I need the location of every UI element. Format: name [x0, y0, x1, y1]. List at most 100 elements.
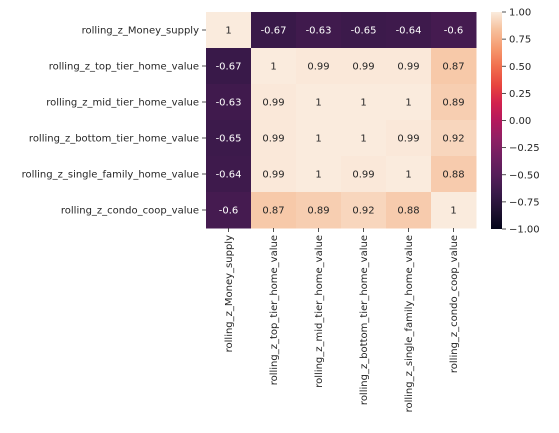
- cell-annotation: 1: [405, 98, 411, 109]
- heatmap-cell: [296, 192, 342, 229]
- cell-annotation: 1: [315, 98, 321, 109]
- cell-annotation: 1: [270, 62, 276, 73]
- row-label: rolling_z_mid_tier_home_value: [46, 98, 199, 109]
- heatmap-cell: [386, 84, 432, 121]
- heatmap-cell: [431, 48, 477, 85]
- cell-annotation: 1: [360, 98, 366, 109]
- cell-annotation: 1: [405, 170, 411, 181]
- cell-annotation: 0.99: [397, 62, 419, 73]
- heatmap-cell: [251, 192, 297, 229]
- row-label: rolling_z_single_family_home_value: [22, 170, 199, 181]
- column-label: rolling_z_single_family_home_value: [404, 235, 415, 412]
- heatmap-cell: [206, 192, 252, 229]
- cell-annotation: 0.88: [442, 170, 464, 181]
- cell-annotation: 0.89: [442, 98, 464, 109]
- heatmap-cell: [431, 120, 477, 157]
- cell-annotation: 0.87: [442, 62, 464, 73]
- cell-annotation: 0.99: [397, 134, 419, 145]
- colorbar-tick-label: 0.50: [509, 62, 531, 73]
- colorbar-gradient: [491, 12, 502, 229]
- column-label: rolling_z_mid_tier_home_value: [314, 235, 325, 388]
- cell-annotation: 1: [315, 170, 321, 181]
- cell-annotation: -0.6: [219, 206, 239, 217]
- cell-annotation: -0.6: [444, 26, 464, 37]
- heatmap-cell: [386, 12, 432, 49]
- heatmap-cell: [341, 84, 387, 121]
- column-label: rolling_z_bottom_tier_home_value: [359, 235, 370, 405]
- cell-annotation: 0.99: [262, 98, 284, 109]
- heatmap-cell: [206, 120, 252, 157]
- cell-annotation: -0.63: [216, 98, 242, 109]
- heatmap-cell: [206, 12, 252, 49]
- cell-annotation: 0.87: [262, 206, 284, 217]
- row-label: rolling_z_Money_supply: [82, 26, 199, 37]
- cell-annotation: -0.67: [261, 26, 287, 37]
- colorbar-tick-label: −0.75: [509, 197, 540, 208]
- heatmap-cell: [341, 192, 387, 229]
- row-label: rolling_z_bottom_tier_home_value: [29, 134, 199, 145]
- cell-annotation: 0.92: [352, 206, 374, 217]
- heatmap-cell: [341, 120, 387, 157]
- cell-annotation: 0.99: [352, 62, 374, 73]
- column-label: rolling_z_Money_supply: [224, 235, 235, 352]
- heatmap-cell: [251, 84, 297, 121]
- cell-annotation: 0.99: [352, 170, 374, 181]
- heatmap-cell: [386, 120, 432, 157]
- heatmap-cell: [296, 84, 342, 121]
- heatmap-cell: [386, 156, 432, 193]
- row-labels: rolling_z_Money_supply rolling_z_top_tier…: [22, 26, 206, 217]
- cell-annotation: -0.63: [306, 26, 332, 37]
- heatmap-cell: [431, 156, 477, 193]
- cell-annotation: -0.64: [396, 26, 422, 37]
- cell-annotation: -0.64: [216, 170, 242, 181]
- row-label: rolling_z_condo_coop_value: [61, 206, 199, 217]
- heatmap-cell: [341, 156, 387, 193]
- heatmap-cell: [296, 48, 342, 85]
- cell-annotation: 1: [360, 134, 366, 145]
- heatmap-cell: [251, 156, 297, 193]
- cell-annotation: -0.65: [216, 134, 242, 145]
- column-label: rolling_z_condo_coop_value: [449, 235, 460, 373]
- heatmap-cell: [251, 12, 297, 49]
- heatmap-cell: [341, 12, 387, 49]
- column-labels: rolling_z_Money_supply rolling_z_top_tier…: [224, 228, 460, 412]
- cell-annotation: 1: [450, 206, 456, 217]
- column-label: rolling_z_top_tier_home_value: [269, 235, 280, 385]
- heatmap-cell: [206, 48, 252, 85]
- colorbar-tick-label: 0.25: [509, 89, 531, 100]
- heatmap-cell: [341, 48, 387, 85]
- heatmap-cell: [431, 12, 477, 49]
- cell-annotation: 0.99: [262, 134, 284, 145]
- colorbar: 1.00 0.75 0.50 0.25 0.00 −0.25 −0.50 −0.75 −1.00: [491, 8, 540, 236]
- cell-annotation: 1: [315, 134, 321, 145]
- cell-annotation: 0.92: [442, 134, 464, 145]
- heatmap-cell: [431, 192, 477, 229]
- heatmap-cell: [386, 192, 432, 229]
- colorbar-tick-label: −0.25: [509, 143, 540, 154]
- colorbar-tick-label: −0.50: [509, 170, 540, 181]
- heatmap-cell: [206, 156, 252, 193]
- cell-annotation: 0.88: [397, 206, 419, 217]
- cell-annotation: 0.99: [262, 170, 284, 181]
- heatmap-cell: [296, 156, 342, 193]
- heatmap-cells: 1 -0.67 -0.63 -0.65 -0.64 -0.6 -0.67 1 0.99 0.99 0…: [206, 12, 477, 229]
- cell-annotation: -0.65: [351, 26, 377, 37]
- colorbar-tick-label: −1.00: [509, 225, 540, 236]
- cell-annotation: 0.99: [307, 62, 329, 73]
- heatmap-cell: [251, 120, 297, 157]
- cell-annotation: -0.67: [216, 62, 242, 73]
- heatmap-cell: [296, 12, 342, 49]
- colorbar-tick-label: 1.00: [509, 8, 531, 19]
- heatmap-cell: [431, 84, 477, 121]
- cell-annotation: 0.89: [307, 206, 329, 217]
- row-label: rolling_z_top_tier_home_value: [49, 62, 199, 73]
- colorbar-tick-label: 0.75: [509, 35, 531, 46]
- cell-annotation: 1: [225, 26, 231, 37]
- heatmap-cell: [206, 84, 252, 121]
- colorbar-tick-label: 0.00: [509, 116, 531, 127]
- heatmap-cell: [386, 48, 432, 85]
- heatmap-cell: [296, 120, 342, 157]
- heatmap-cell: [251, 48, 297, 85]
